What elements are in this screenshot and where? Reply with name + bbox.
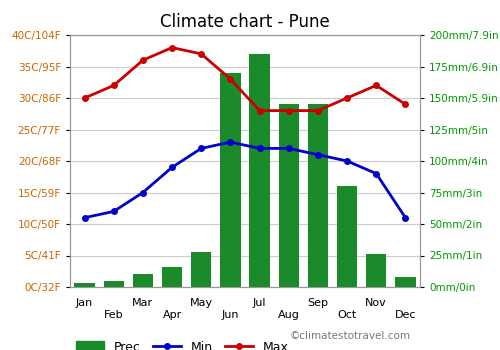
Bar <box>337 186 357 287</box>
Text: Jun: Jun <box>222 310 239 320</box>
Bar <box>308 104 328 287</box>
Bar <box>74 283 95 287</box>
Text: Mar: Mar <box>132 298 154 308</box>
Text: Oct: Oct <box>338 310 356 320</box>
Text: Jan: Jan <box>76 298 93 308</box>
Text: Jul: Jul <box>253 298 266 308</box>
Bar <box>250 54 270 287</box>
Title: Climate chart - Pune: Climate chart - Pune <box>160 13 330 31</box>
Text: Dec: Dec <box>394 310 416 320</box>
Bar <box>162 267 182 287</box>
Bar <box>220 73 240 287</box>
Text: Nov: Nov <box>366 298 387 308</box>
Text: Aug: Aug <box>278 310 299 320</box>
Text: Sep: Sep <box>308 298 328 308</box>
Text: May: May <box>190 298 213 308</box>
Bar <box>366 254 386 287</box>
Text: Apr: Apr <box>162 310 182 320</box>
Text: Feb: Feb <box>104 310 124 320</box>
Text: ©climatestotravel.com: ©climatestotravel.com <box>290 331 411 341</box>
Bar <box>104 281 124 287</box>
Bar <box>278 104 299 287</box>
Bar <box>191 252 212 287</box>
Bar <box>395 277 415 287</box>
Bar <box>132 274 153 287</box>
Legend: Prec, Min, Max: Prec, Min, Max <box>76 341 288 350</box>
